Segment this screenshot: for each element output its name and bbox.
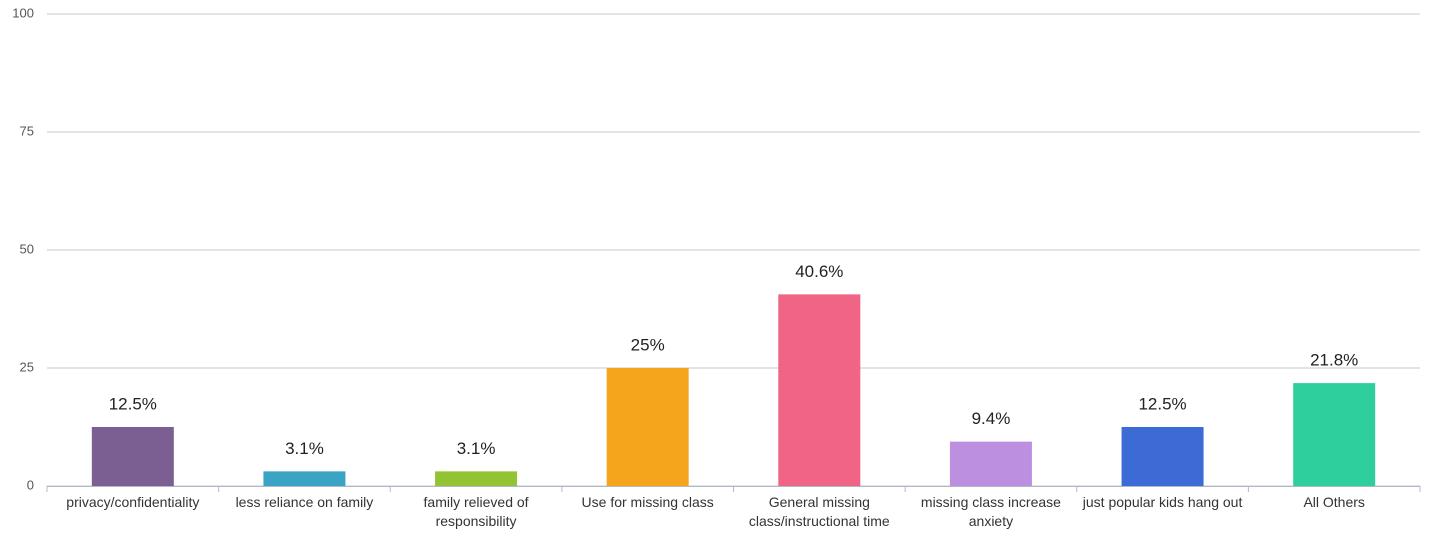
data-label: 3.1% — [457, 439, 496, 458]
data-label: 21.8% — [1310, 351, 1358, 370]
x-tick-label: General missing class/instructional time — [748, 494, 890, 529]
bar — [1121, 427, 1204, 486]
bar — [435, 471, 518, 486]
x-tick-label: just popular kids hang out — [1082, 494, 1243, 510]
y-tick-label: 25 — [20, 359, 34, 374]
x-tick-label: All Others — [1303, 494, 1365, 510]
y-tick-label: 100 — [12, 5, 34, 20]
y-tick-label: 50 — [20, 241, 34, 256]
x-tick-label: missing class increase anxiety — [920, 494, 1061, 529]
x-tick-label: less reliance on family — [235, 494, 374, 510]
bar — [778, 294, 861, 486]
y-tick-label: 0 — [27, 477, 34, 492]
data-label: 12.5% — [1138, 394, 1186, 413]
data-label: 25% — [631, 335, 665, 354]
bar — [91, 427, 174, 486]
bar — [606, 368, 689, 486]
bar — [949, 441, 1032, 486]
bar — [263, 471, 346, 486]
data-label: 9.4% — [972, 409, 1011, 428]
y-tick-label: 75 — [20, 123, 34, 138]
bar — [1293, 383, 1376, 486]
x-tick-label: Use for missing class — [581, 494, 714, 510]
x-tick-label: family relieved of responsibility — [423, 494, 529, 529]
data-label: 40.6% — [795, 262, 843, 281]
x-tick-label: privacy/confidentiality — [66, 494, 200, 510]
data-label: 12.5% — [109, 394, 157, 413]
data-label: 3.1% — [285, 439, 324, 458]
